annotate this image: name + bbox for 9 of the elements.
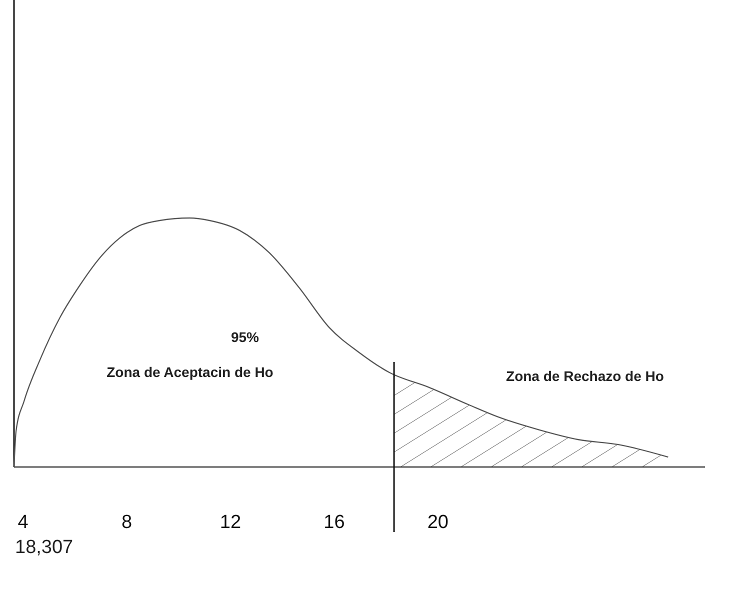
annotation: Zona de Rechazo de Ho: [506, 368, 664, 384]
annotation: Zona de Aceptacin de Ho: [106, 364, 274, 380]
text: 18,307: [15, 537, 74, 558]
annotation: 95%: [230, 329, 260, 345]
x-tick-label: 8: [122, 512, 132, 533]
x-tick-label: 16: [324, 512, 345, 533]
x-tick-label: 20: [427, 512, 449, 533]
x-tick-label: 12: [220, 512, 242, 533]
x-tick-label: 4: [18, 512, 29, 533]
